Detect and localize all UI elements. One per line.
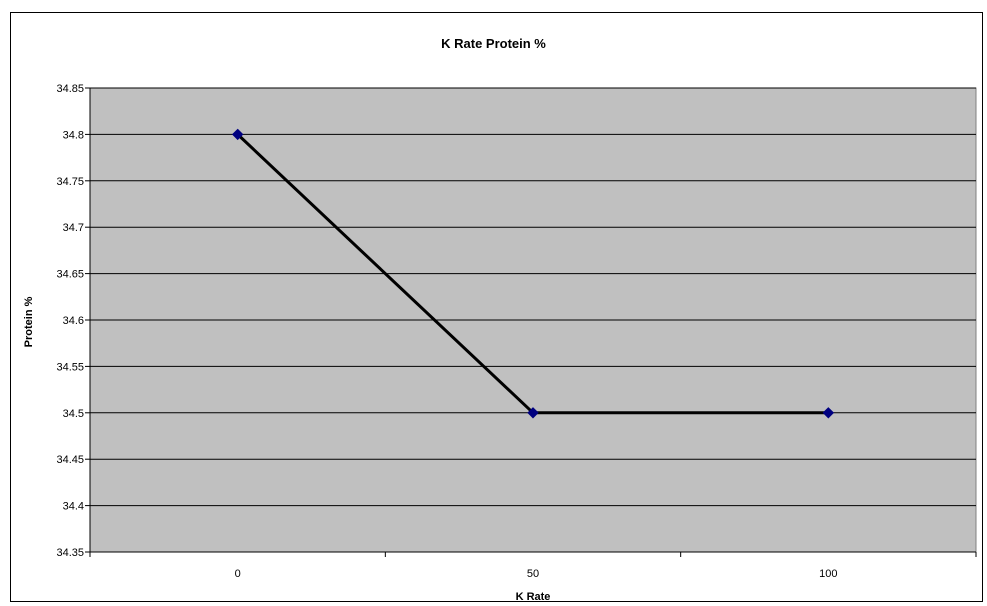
y-tick-label: 34.5 [63, 408, 84, 420]
y-tick-label: 34.35 [56, 547, 84, 559]
y-tick-label: 34.75 [56, 176, 84, 188]
x-tick-label: 50 [527, 568, 539, 580]
y-tick-label: 34.85 [56, 83, 84, 95]
data-point [822, 407, 835, 419]
plot-area-group: 34.35 34.4 34.45 34.5 34.55 34.6 34.65 34.7 34.7… [56, 83, 977, 580]
data-point [231, 128, 244, 141]
y-tick-label: 34.45 [56, 454, 84, 466]
y-tick-label: 34.4 [63, 501, 84, 513]
x-tick-label: 100 [819, 568, 837, 580]
y-tick-label: 34.6 [63, 315, 84, 327]
x-tick-label: 0 [235, 568, 241, 580]
data-point [527, 407, 539, 419]
y-axis-title: Protein % [23, 296, 35, 347]
y-tick-label: 34.8 [63, 129, 84, 141]
y-tick-label: 34.55 [56, 361, 84, 373]
y-tick-label: 34.65 [56, 269, 84, 281]
x-axis-title: K Rate [516, 591, 551, 603]
y-tick-label: 34.7 [63, 222, 84, 234]
chart-title: K Rate Protein % [441, 36, 546, 51]
